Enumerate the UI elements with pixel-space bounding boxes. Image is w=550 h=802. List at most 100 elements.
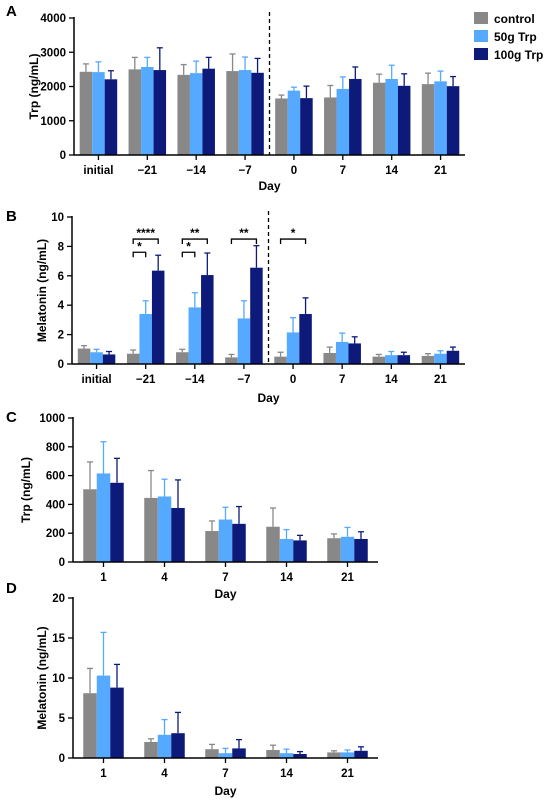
bar (250, 267, 263, 364)
y-axis-label: Trp (ng/mL) (27, 54, 41, 120)
significance-label: ** (190, 226, 200, 240)
bar (218, 753, 233, 758)
x-tick-label: 7 (340, 165, 346, 177)
bar (141, 66, 154, 155)
bar (189, 73, 203, 155)
bar (266, 750, 280, 758)
bar (232, 748, 246, 758)
x-tick-label: 14 (280, 572, 293, 584)
bar (110, 482, 124, 562)
bar (237, 318, 251, 364)
significance-bracket (132, 238, 159, 245)
bar (153, 70, 167, 155)
x-axis-label: Day (214, 587, 236, 601)
bar (279, 753, 294, 758)
panel-a: A 0 1000 2000 3000 4000 initial −21 −14 −7 0 7 14 21 D… (6, 3, 465, 193)
y-tick-label: 0 (59, 557, 65, 569)
y-tick-label: 4000 (40, 13, 66, 25)
y-tick-label: 0 (58, 359, 64, 371)
bar (238, 70, 252, 155)
bar (96, 675, 111, 758)
bar (354, 750, 368, 758)
y-tick-label: 6 (58, 271, 64, 283)
y-tick-label: 2 (58, 330, 64, 342)
bar (348, 343, 361, 364)
bar (293, 754, 307, 758)
significance-bracket (230, 238, 258, 245)
x-tick-label: 7 (339, 374, 345, 386)
bar (232, 523, 246, 562)
x-tick-label: −14 (185, 374, 205, 386)
y-tick-label: 1000 (39, 413, 65, 425)
bar (397, 85, 411, 155)
bar (446, 86, 460, 155)
bar (299, 314, 312, 364)
bar (286, 332, 300, 364)
x-tick-label: initial (82, 374, 112, 386)
y-axis-label: Melatonin (ng/mL) (35, 239, 49, 342)
panel-letter: B (6, 208, 17, 225)
bar (128, 69, 142, 155)
bar (102, 354, 116, 364)
legend-label: 50g Trp (494, 30, 537, 44)
bar (300, 98, 313, 155)
y-tick-label: 400 (46, 499, 65, 511)
x-tick-label: 21 (341, 572, 354, 584)
y-tick-label: 200 (46, 528, 65, 540)
bar (385, 355, 398, 364)
bar (77, 348, 91, 364)
x-tick-label: initial (83, 165, 113, 177)
x-tick-label: 1 (100, 572, 107, 584)
y-tick-label: 10 (52, 673, 65, 685)
bar (139, 314, 152, 364)
bar (327, 538, 341, 562)
bar (335, 341, 349, 364)
legend-swatch (474, 48, 488, 60)
bar (251, 72, 264, 155)
y-tick-label: 600 (46, 471, 65, 483)
x-axis-label: Day (258, 179, 280, 193)
x-tick-label: 14 (280, 768, 293, 780)
panel-letter: D (6, 580, 17, 597)
bar (266, 526, 280, 562)
bar (421, 355, 435, 364)
x-tick-label: 0 (290, 374, 296, 386)
y-tick-label: 1000 (40, 116, 66, 128)
bar (226, 71, 239, 155)
y-tick-label: 15 (52, 633, 65, 645)
x-tick-label: 0 (291, 165, 297, 177)
bar (83, 693, 97, 758)
bar (327, 752, 341, 758)
x-tick-label: −14 (186, 165, 206, 177)
x-tick-label: 21 (434, 374, 447, 386)
x-tick-label: −21 (136, 374, 156, 386)
bar (275, 98, 288, 155)
panel-letter: C (6, 409, 17, 426)
bar (446, 350, 460, 364)
significance-label: **** (136, 226, 155, 240)
y-axis-label: Melatonin (ng/mL) (35, 626, 49, 729)
x-tick-label: −7 (237, 374, 250, 386)
bar (324, 97, 337, 155)
bar (188, 307, 202, 364)
bar (372, 356, 386, 364)
y-axis-label: Trp (ng/mL) (19, 457, 33, 523)
significance-label: * (186, 239, 191, 253)
x-axis-label: Day (214, 784, 236, 798)
significance-bracket (181, 238, 208, 245)
bar (201, 275, 214, 364)
legend-swatch (474, 12, 488, 24)
panel-letter: A (6, 3, 17, 20)
panel-b: B 0 2 4 6 8 10 initial −21 −14 −7 0 7 14 21 Day Melatoni… (6, 208, 465, 405)
bar (110, 687, 124, 758)
x-tick-label: 21 (341, 768, 354, 780)
significance-label: * (137, 239, 142, 253)
bar (177, 74, 190, 155)
bar (340, 752, 355, 758)
bar (274, 356, 287, 364)
bar (421, 84, 435, 155)
significance-bracket (279, 238, 307, 245)
